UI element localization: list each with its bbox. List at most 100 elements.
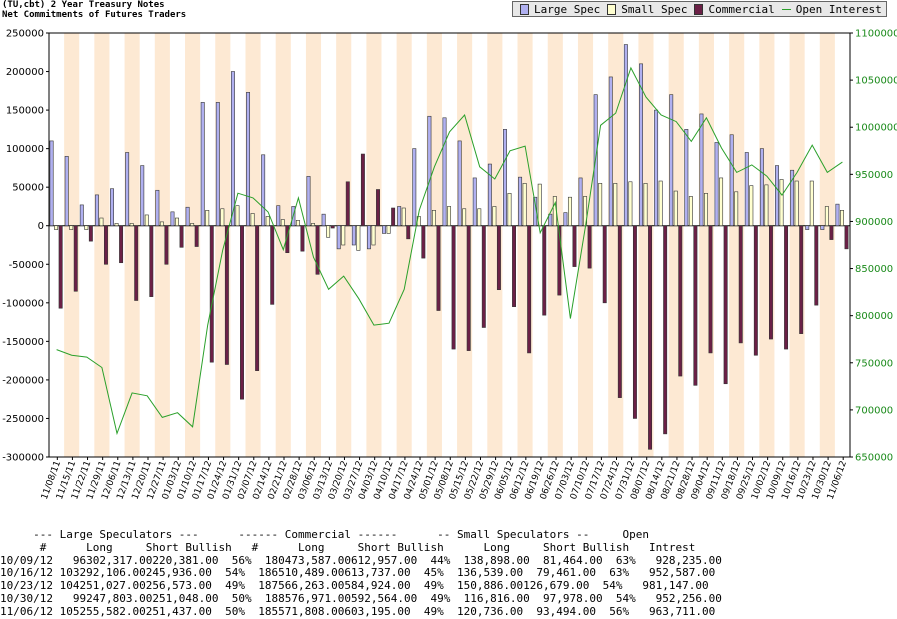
data-table: --- Large Speculators --- ------ Commerc…	[0, 528, 722, 619]
y-right-tick-label: 1100000	[855, 29, 897, 40]
bar-commercial	[421, 225, 426, 259]
bar-large-spec	[669, 94, 674, 227]
bar-large-spec	[412, 148, 417, 227]
bar-commercial	[224, 225, 229, 365]
bar-small-spec	[462, 208, 467, 227]
bar-commercial	[270, 225, 275, 305]
column-band	[396, 33, 412, 457]
plot-frame	[48, 32, 851, 458]
y-left-tick-label: -100000	[2, 298, 44, 309]
bar-large-spec	[487, 163, 492, 227]
y-right-tick-label: 1000000	[855, 123, 897, 134]
legend-item-large-spec: Large Spec	[520, 3, 600, 16]
bar-small-spec	[447, 206, 452, 227]
y-left-tick-label: 100000	[6, 144, 44, 155]
y-left-tick-label: 50000	[12, 183, 44, 194]
bar-commercial	[814, 225, 819, 306]
y-right-tick-label: 800000	[855, 311, 893, 322]
bar-small-spec	[265, 216, 270, 227]
bar-commercial	[240, 225, 244, 400]
column-band	[819, 33, 835, 457]
bar-commercial	[406, 225, 411, 240]
y-left-tick-label: 150000	[6, 106, 44, 117]
column-band	[275, 33, 291, 457]
y-left-tick-label: 0	[38, 221, 44, 232]
bar-small-spec	[54, 225, 59, 230]
bar-large-spec	[94, 194, 99, 227]
bar-large-spec	[820, 225, 825, 230]
y-left-tick-label: -300000	[2, 453, 44, 464]
bar-large-spec	[276, 205, 281, 227]
y-left-tick-label: -250000	[2, 414, 44, 425]
bar-large-spec	[759, 148, 764, 227]
bar-commercial	[844, 225, 849, 250]
legend-item-small-spec: Small Spec	[607, 3, 687, 16]
y-left-tick-label: -50000	[9, 260, 44, 271]
column-band	[759, 33, 775, 457]
bar-commercial	[451, 225, 456, 350]
bar-commercial	[738, 225, 743, 344]
bar-commercial	[119, 225, 124, 264]
table-row: 10/30/12 99247,803.00251,048.00 50% 1885…	[0, 591, 722, 605]
bar-small-spec	[69, 225, 74, 230]
y-right-tick-label: 650000	[855, 453, 893, 464]
bar-small-spec	[824, 206, 829, 227]
bar-large-spec	[714, 142, 719, 227]
bar-large-spec	[835, 203, 840, 227]
bar-large-spec	[170, 211, 175, 227]
bar-small-spec	[613, 183, 618, 227]
column-band	[547, 33, 563, 457]
bar-commercial	[527, 225, 532, 354]
bar-commercial	[330, 225, 335, 229]
bar-commercial	[678, 225, 683, 377]
bar-small-spec	[175, 217, 179, 227]
bar-commercial	[315, 225, 320, 275]
bar-large-spec	[64, 156, 69, 227]
bar-small-spec	[628, 181, 633, 227]
bar-large-spec	[185, 206, 190, 227]
bar-small-spec	[779, 179, 784, 227]
y-left-tick-label: -200000	[2, 375, 44, 386]
bar-small-spec	[598, 183, 603, 227]
bar-large-spec	[246, 92, 251, 227]
bar-large-spec	[382, 225, 387, 234]
bar-small-spec	[311, 223, 315, 227]
bar-small-spec	[99, 217, 104, 227]
bar-large-spec	[155, 189, 160, 227]
bar-small-spec	[129, 223, 134, 227]
bar-large-spec	[442, 117, 447, 227]
small-spec-swatch	[607, 3, 617, 15]
bar-large-spec	[472, 177, 477, 227]
bar-large-spec	[608, 76, 613, 227]
bar-commercial	[602, 225, 607, 304]
legend-label: Open Interest	[795, 2, 882, 16]
bar-commercial	[632, 225, 637, 419]
bar-large-spec	[654, 109, 659, 227]
bar-large-spec	[548, 213, 553, 227]
bar-small-spec	[84, 225, 89, 230]
bar-large-spec	[563, 212, 568, 227]
bar-large-spec	[744, 152, 749, 227]
bar-small-spec	[114, 223, 119, 227]
y-right-tick-label: 950000	[855, 170, 893, 181]
chart-title: (TU,cbt) 2 Year Treasury Notes	[2, 0, 165, 10]
bar-commercial	[285, 225, 290, 254]
bar-small-spec	[144, 214, 149, 227]
legend-item-open-interest: Open Interest	[781, 2, 882, 16]
bar-large-spec	[503, 129, 507, 227]
bar-small-spec	[326, 225, 331, 238]
column-band	[305, 33, 322, 457]
column-band	[185, 33, 201, 457]
bar-small-spec	[250, 213, 255, 227]
column-band	[124, 33, 140, 457]
bar-small-spec	[764, 184, 769, 227]
bar-small-spec	[492, 206, 497, 227]
y-right-tick-label: 1050000	[855, 76, 897, 87]
bar-commercial	[557, 225, 562, 296]
bar-commercial	[88, 225, 93, 242]
bar-small-spec	[220, 208, 225, 227]
bar-large-spec	[805, 225, 810, 230]
bar-commercial	[708, 225, 713, 354]
bar-commercial	[572, 225, 577, 267]
bar-commercial	[149, 225, 154, 297]
